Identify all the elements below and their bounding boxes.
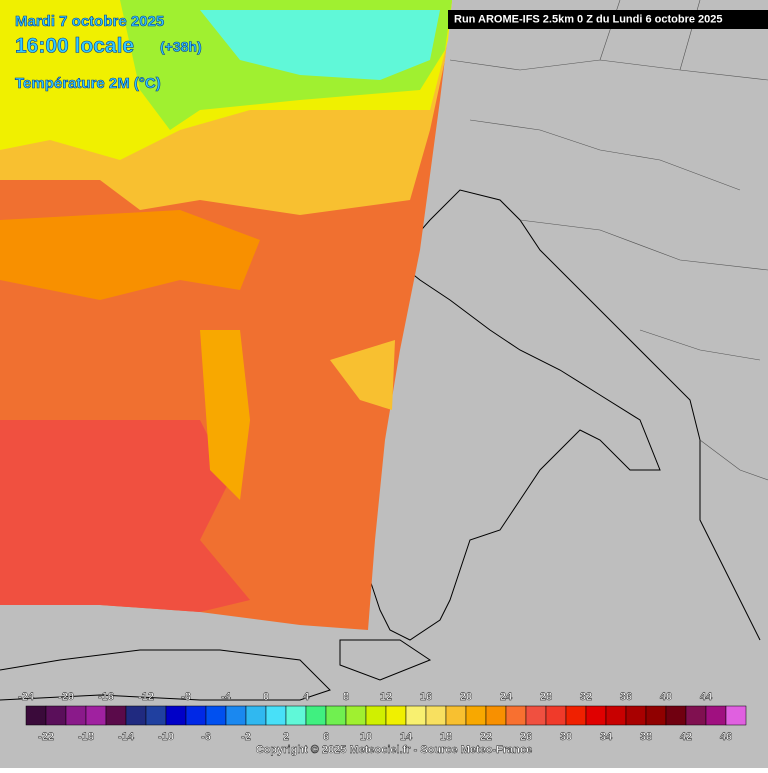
colorbar-label: 6 xyxy=(323,731,329,743)
colorbar-label: 22 xyxy=(480,731,492,743)
colorbar: -24-22-20-18-16-14-12-10-8-6-4-202468101… xyxy=(18,691,747,743)
colorbar-label: -18 xyxy=(78,731,94,743)
colorbar-label: -22 xyxy=(38,731,54,743)
colorbar-label: 46 xyxy=(720,731,732,743)
colorbar-label: 0 xyxy=(263,691,269,703)
colorbar-swatch xyxy=(445,705,467,726)
colorbar-swatch xyxy=(105,705,127,726)
colorbar-swatch xyxy=(45,705,67,726)
colorbar-swatch xyxy=(205,705,227,726)
parameter-label: Température 2M (°C) xyxy=(15,75,161,92)
colorbar-label: 44 xyxy=(700,691,713,703)
colorbar-swatch xyxy=(405,705,427,726)
date-label: Mardi 7 octobre 2025 xyxy=(15,13,164,30)
colorbar-label: 26 xyxy=(520,731,532,743)
colorbar-label: -4 xyxy=(221,691,232,703)
run-banner xyxy=(448,10,768,29)
colorbar-label: 28 xyxy=(540,691,552,703)
colorbar-label: 34 xyxy=(600,731,613,743)
colorbar-swatch xyxy=(125,705,147,726)
colorbar-swatch xyxy=(245,705,267,726)
colorbar-swatch xyxy=(145,705,167,726)
colorbar-label: 36 xyxy=(620,691,632,703)
colorbar-label: 16 xyxy=(420,691,432,703)
colorbar-swatch xyxy=(645,705,667,726)
colorbar-swatch xyxy=(265,705,287,726)
colorbar-label: 14 xyxy=(400,731,413,743)
colorbar-swatch xyxy=(285,705,307,726)
colorbar-label: 12 xyxy=(380,691,392,703)
time-label: 16:00 locale xyxy=(15,35,134,58)
temperature-field xyxy=(0,0,452,630)
colorbar-swatch xyxy=(505,705,527,726)
colorbar-swatch xyxy=(385,705,407,726)
colorbar-swatch xyxy=(545,705,567,726)
run-label: Run AROME-IFS 2.5km 0 Z du Lundi 6 octob… xyxy=(454,13,723,25)
colorbar-swatch xyxy=(325,705,347,726)
colorbar-label: -6 xyxy=(201,731,211,743)
colorbar-label: -24 xyxy=(18,691,35,703)
colorbar-swatch xyxy=(685,705,707,726)
colorbar-swatch xyxy=(165,705,187,726)
colorbar-swatch xyxy=(425,705,447,726)
colorbar-swatch xyxy=(605,705,627,726)
colorbar-label: -20 xyxy=(58,691,74,703)
colorbar-label: 42 xyxy=(680,731,692,743)
colorbar-label: -16 xyxy=(98,691,114,703)
colorbar-label: 40 xyxy=(660,691,672,703)
colorbar-label: 32 xyxy=(580,691,592,703)
colorbar-swatch xyxy=(465,705,487,726)
colorbar-label: 4 xyxy=(303,691,310,703)
geography xyxy=(0,0,768,701)
lead-label: (+38h) xyxy=(160,39,202,55)
colorbar-swatch xyxy=(665,705,687,726)
colorbar-label: -10 xyxy=(158,731,174,743)
colorbar-label: -14 xyxy=(118,731,135,743)
colorbar-swatch xyxy=(525,705,547,726)
colorbar-swatch xyxy=(345,705,367,726)
colorbar-swatch xyxy=(565,705,587,726)
colorbar-swatch xyxy=(305,705,327,726)
colorbar-swatch xyxy=(485,705,507,726)
colorbar-swatch xyxy=(25,705,47,726)
colorbar-swatch xyxy=(225,705,247,726)
colorbar-label: 30 xyxy=(560,731,572,743)
colorbar-label: 18 xyxy=(440,731,452,743)
colorbar-label: 20 xyxy=(460,691,472,703)
colorbar-swatch xyxy=(185,705,207,726)
colorbar-label: 38 xyxy=(640,731,652,743)
colorbar-swatch xyxy=(365,705,387,726)
colorbar-label: -8 xyxy=(181,691,191,703)
colorbar-label: 10 xyxy=(360,731,372,743)
colorbar-swatch xyxy=(65,705,87,726)
colorbar-label: 24 xyxy=(500,691,513,703)
colorbar-swatch xyxy=(725,705,747,726)
colorbar-label: -2 xyxy=(241,731,251,743)
colorbar-label: 2 xyxy=(283,731,289,743)
colorbar-label: -12 xyxy=(138,691,154,703)
colorbar-swatch xyxy=(585,705,607,726)
colorbar-swatch xyxy=(625,705,647,726)
colorbar-swatch xyxy=(85,705,107,726)
colorbar-swatch xyxy=(705,705,727,726)
colorbar-label: 8 xyxy=(343,691,349,703)
copyright: Copyright © 2025 Meteociel.fr - Source M… xyxy=(256,744,532,756)
